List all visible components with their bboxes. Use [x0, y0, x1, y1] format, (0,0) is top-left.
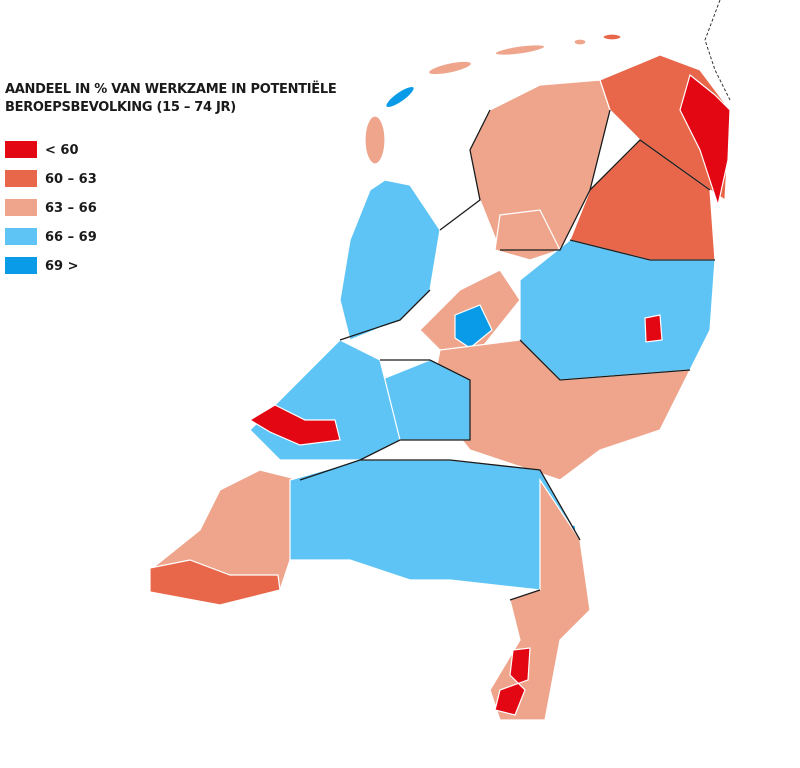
region	[679, 73, 731, 208]
island	[494, 44, 546, 56]
region	[644, 314, 663, 343]
island	[385, 85, 415, 109]
legend-label: 66 – 69	[45, 230, 97, 245]
region	[289, 459, 581, 591]
legend-label: 60 – 63	[45, 172, 97, 187]
region	[454, 304, 493, 349]
map	[149, 33, 731, 721]
province-borders	[299, 109, 715, 601]
region	[339, 179, 441, 341]
island	[364, 115, 386, 165]
region	[494, 647, 531, 716]
region	[494, 209, 561, 261]
legend-swatch	[5, 257, 37, 274]
legend-swatch	[5, 141, 37, 158]
legend: < 60 60 – 63 63 – 66 66 – 69 69 >	[5, 141, 97, 274]
region	[149, 559, 281, 606]
island	[602, 33, 622, 41]
legend-swatch	[5, 170, 37, 187]
region	[248, 404, 341, 446]
national-border	[704, 0, 731, 101]
legend-swatch	[5, 228, 37, 245]
legend-swatch	[5, 199, 37, 216]
title-line: BEROEPSBEVOLKING (15 – 74 JR)	[5, 100, 236, 115]
legend-label: 69 >	[45, 259, 79, 274]
legend-label: 63 – 66	[45, 201, 97, 216]
title-line: AANDEEL IN % VAN WERKZAME IN POTENTIËLE	[5, 81, 336, 97]
island	[427, 60, 473, 76]
island	[573, 38, 587, 46]
region	[519, 239, 716, 381]
legend-label: < 60	[45, 143, 79, 158]
